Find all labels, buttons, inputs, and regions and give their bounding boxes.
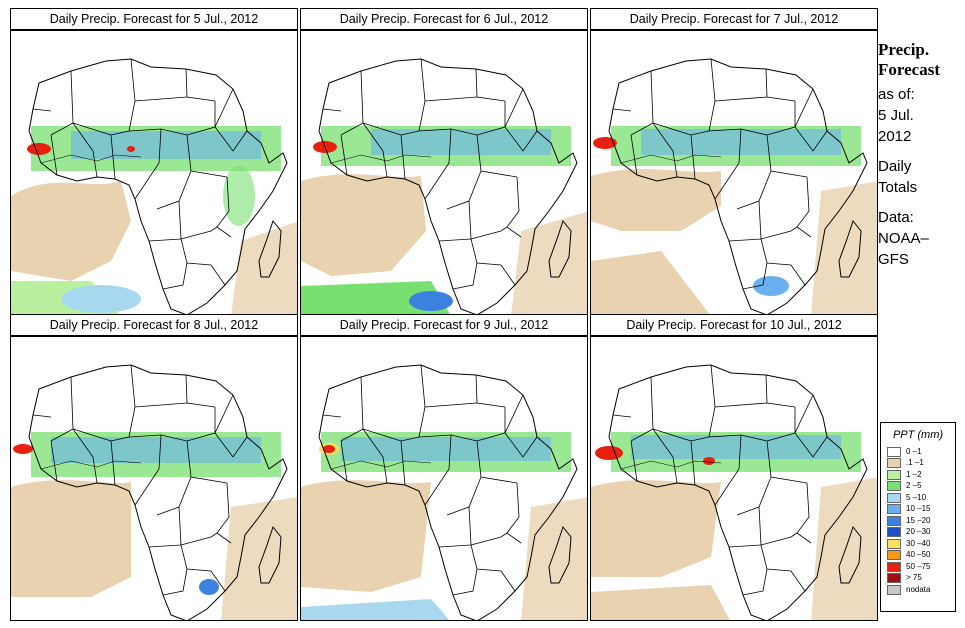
legend-item: 2 –5 xyxy=(881,481,955,493)
asof-label: as of: xyxy=(878,86,915,103)
legend-item: nodata xyxy=(881,584,955,596)
legend-swatch xyxy=(887,481,901,492)
precip-map xyxy=(300,336,588,621)
legend-label: 5 –10 xyxy=(906,492,927,502)
legend-item: 1 –2 xyxy=(881,469,955,481)
legend-label: 10 –15 xyxy=(906,504,931,514)
legend-item: 15 –20 xyxy=(881,515,955,527)
legend-rows: 0 –1 .1 –1 1 –2 2 –5 5 –10 10 –15 15 –20 20 –30… xyxy=(881,446,955,596)
forecast-info: Precip. Forecast as of: 5 Jul. 2012 Dail… xyxy=(878,40,964,270)
legend-label: 1 –2 xyxy=(906,469,922,479)
panel-title: Daily Precip. Forecast for 7 Jul., 2012 xyxy=(590,8,878,30)
data-source-line2: NOAA– xyxy=(878,230,929,247)
legend-label: 2 –5 xyxy=(906,481,922,491)
info-title-line2: Forecast xyxy=(878,60,940,79)
legend-swatch xyxy=(887,573,901,584)
totals-line2: Totals xyxy=(878,179,918,196)
legend-swatch xyxy=(887,538,901,549)
legend-swatch xyxy=(887,515,901,526)
legend-label: 30 –40 xyxy=(906,538,931,548)
legend-label: .1 –1 xyxy=(906,458,924,468)
panel-title: Daily Precip. Forecast for 10 Jul., 2012 xyxy=(590,314,878,336)
legend-item: 30 –40 xyxy=(881,538,955,550)
legend-swatch xyxy=(887,561,901,572)
panel-title: Daily Precip. Forecast for 6 Jul., 2012 xyxy=(300,8,588,30)
legend-item: > 75 xyxy=(881,573,955,585)
legend-item: 10 –15 xyxy=(881,504,955,516)
panel-title: Daily Precip. Forecast for 8 Jul., 2012 xyxy=(10,314,298,336)
legend-swatch xyxy=(887,504,901,515)
legend-label: nodata xyxy=(906,584,931,594)
legend-title: PPT (mm) xyxy=(892,429,944,441)
panel-title: Daily Precip. Forecast for 5 Jul., 2012 xyxy=(10,8,298,30)
precip-map xyxy=(300,30,588,315)
legend-swatch xyxy=(887,446,901,457)
asof-year: 2012 xyxy=(878,128,912,145)
legend-swatch xyxy=(887,550,901,561)
precip-map xyxy=(590,336,878,621)
legend-item: 5 –10 xyxy=(881,492,955,504)
legend-label: 20 –30 xyxy=(906,527,931,537)
totals-line1: Daily xyxy=(878,158,912,175)
legend-swatch xyxy=(887,458,901,469)
precip-map xyxy=(10,336,298,621)
legend-item: 50 –75 xyxy=(881,561,955,573)
legend-label: 15 –20 xyxy=(906,515,931,525)
legend-swatch xyxy=(887,584,901,595)
legend-item: 0 –1 xyxy=(881,446,955,458)
legend-label: 40 –50 xyxy=(906,550,931,560)
data-source-line1: Data: xyxy=(878,209,914,226)
legend-item: 40 –50 xyxy=(881,550,955,562)
data-source-line3: GFS xyxy=(878,251,909,268)
legend-item: .1 –1 xyxy=(881,458,955,470)
panel-title: Daily Precip. Forecast for 9 Jul., 2012 xyxy=(300,314,588,336)
legend-swatch xyxy=(887,527,901,538)
legend-label: > 75 xyxy=(906,573,922,583)
legend-item: 20 –30 xyxy=(881,527,955,539)
info-title-line1: Precip. xyxy=(878,40,930,59)
legend-swatch xyxy=(887,469,901,480)
legend-label: 50 –75 xyxy=(906,561,931,571)
precip-map xyxy=(10,30,298,315)
precip-legend: PPT (mm) 0 –1 .1 –1 1 –2 2 –5 5 –10 10 –15 15 … xyxy=(880,422,956,612)
asof-date: 5 Jul. xyxy=(878,107,914,124)
legend-label: 0 –1 xyxy=(906,446,922,456)
precip-map xyxy=(590,30,878,315)
legend-swatch xyxy=(887,492,901,503)
